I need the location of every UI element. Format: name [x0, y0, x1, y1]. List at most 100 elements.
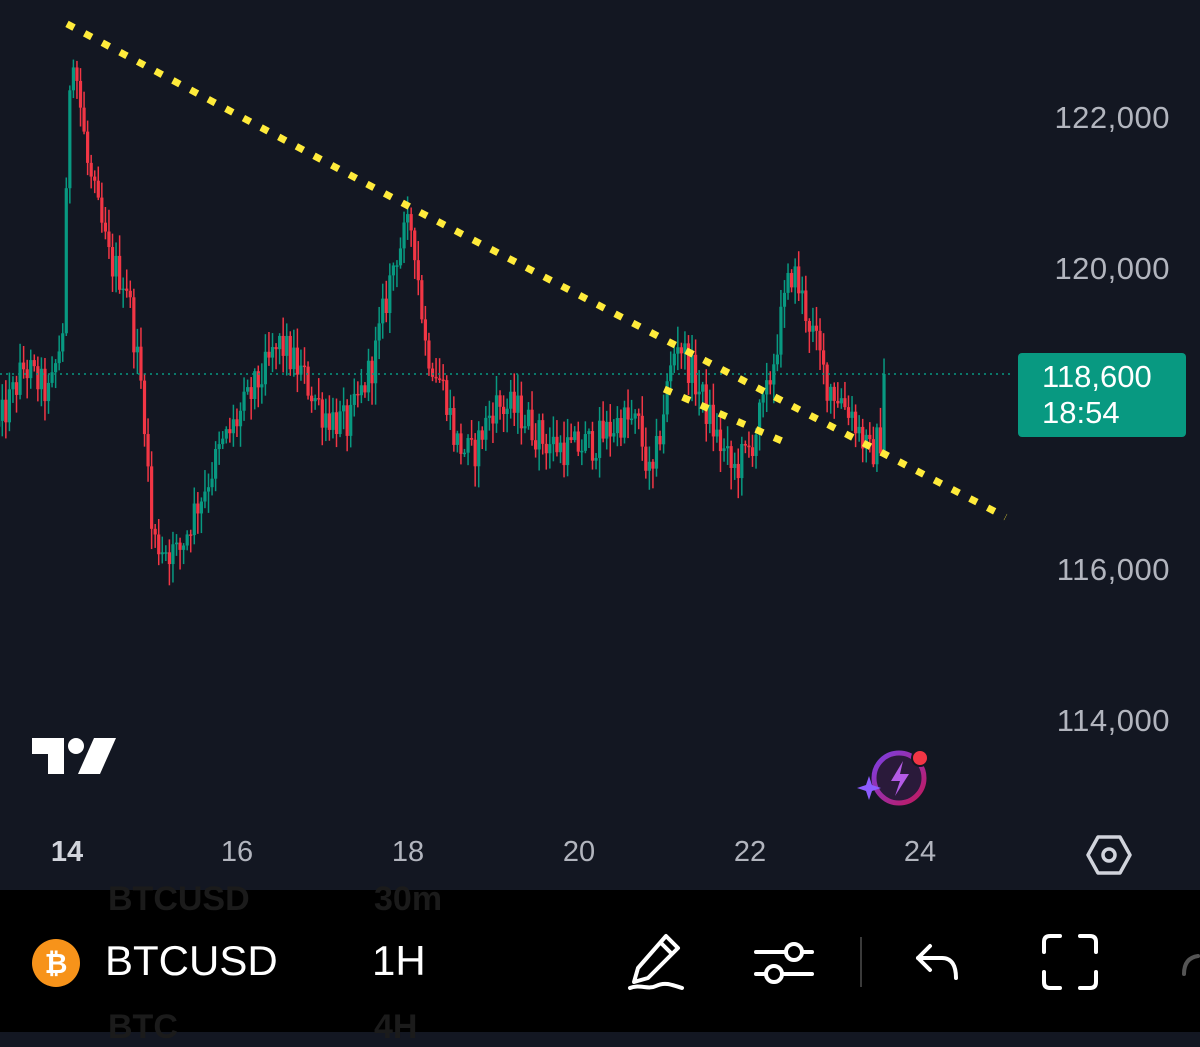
candle-up [616, 418, 619, 433]
candle-down [751, 447, 754, 456]
candle-up [612, 433, 615, 436]
candle-up [324, 413, 327, 427]
candle-up [829, 387, 832, 401]
candle-up [523, 426, 526, 428]
candle-down [310, 396, 313, 402]
ghost-symbol-prev: BTCUSD [108, 880, 250, 919]
candle-down [502, 407, 505, 414]
undo-icon[interactable] [912, 938, 962, 984]
candle-up [630, 419, 633, 421]
candle-down [296, 348, 299, 375]
candle-up [762, 394, 765, 402]
trendline-2[interactable] [664, 389, 783, 442]
candle-up [538, 420, 541, 449]
candle-up [733, 464, 736, 468]
candle-down [637, 413, 640, 415]
candle-up [509, 392, 512, 409]
candle-down [356, 394, 359, 396]
candle-down [602, 421, 605, 439]
candle-up [1, 400, 4, 421]
candle-down [570, 437, 573, 440]
candle-up [378, 323, 381, 340]
candle-up [754, 435, 757, 456]
candle-down [619, 418, 622, 438]
candle-down [111, 247, 114, 276]
candle-up [634, 413, 637, 418]
candle-down [274, 347, 277, 349]
candle-countdown: 18:54 [1042, 395, 1120, 431]
candle-up [260, 384, 263, 387]
candle-down [470, 438, 473, 440]
candle-up [598, 421, 601, 458]
candle-up [374, 340, 377, 383]
candle-down [577, 431, 580, 451]
candle-up [399, 248, 402, 265]
candle-down [797, 266, 800, 293]
candle-down [747, 446, 750, 448]
candle-down [420, 280, 423, 319]
candle-down [847, 407, 850, 418]
candle-down [100, 198, 103, 223]
symbol-name[interactable]: BTCUSD [105, 937, 278, 985]
interval-selector[interactable]: 1H [372, 937, 426, 985]
candle-up [783, 293, 786, 307]
candle-up [594, 458, 597, 461]
candle-up [559, 443, 562, 453]
candle-up [8, 389, 11, 422]
current-price-badge: 118,600 18:54 [1018, 353, 1186, 437]
candle-down [481, 430, 484, 439]
candlestick-chart[interactable] [0, 0, 1200, 890]
candle-up [506, 409, 509, 414]
candle-down [434, 377, 437, 379]
candle-up [278, 336, 281, 349]
candle-up [395, 265, 398, 267]
sliders-icon[interactable] [752, 934, 816, 990]
candle-up [484, 418, 487, 440]
candle-up [794, 266, 797, 287]
candle-up [488, 416, 491, 418]
candle-down [317, 398, 320, 400]
candle-up [175, 543, 178, 545]
candle-down [86, 132, 89, 163]
candle-down [651, 462, 654, 469]
candle-down [513, 392, 516, 413]
candle-up [239, 411, 242, 426]
candle-up [584, 434, 587, 451]
current-price-value: 118,600 [1042, 359, 1152, 395]
candle-up [171, 544, 174, 564]
candle-down [235, 419, 238, 426]
candle-down [737, 464, 740, 478]
candle-up [314, 398, 317, 401]
toolbar-divider [860, 937, 862, 987]
candle-down [868, 435, 871, 439]
candle-down [168, 552, 171, 564]
price-tick-label-116000: 116,000 [1057, 552, 1170, 588]
candle-up [349, 405, 352, 436]
tradingview-logo-icon[interactable] [30, 732, 118, 780]
candle-up [801, 290, 804, 293]
candle-up [715, 430, 718, 437]
candle-up [662, 414, 665, 444]
chart-area[interactable]: 122,000 120,000 116,000 114,000 118,600 … [0, 0, 1200, 890]
settings-hexagon-icon[interactable] [1086, 832, 1132, 878]
price-tick-label-122000: 122,000 [1054, 100, 1170, 136]
candle-down [491, 416, 494, 424]
candle-up [338, 411, 341, 434]
candle-down [26, 369, 29, 378]
bitcoin-icon[interactable]: ₿ [32, 939, 80, 987]
candle-down [626, 407, 629, 419]
candle-up [648, 462, 651, 471]
fullscreen-icon[interactable] [1040, 932, 1100, 992]
more-tools-icon[interactable] [1178, 950, 1200, 990]
candle-down [790, 273, 793, 287]
candle-down [413, 230, 416, 260]
ai-assistant-icon[interactable] [853, 746, 935, 808]
candle-up [18, 363, 21, 395]
candle-up [477, 430, 480, 466]
candle-down [658, 436, 661, 444]
pen-icon[interactable] [624, 930, 688, 994]
candle-up [708, 405, 711, 424]
candle-up [776, 355, 779, 365]
candle-up [65, 188, 68, 333]
candle-down [431, 369, 434, 377]
